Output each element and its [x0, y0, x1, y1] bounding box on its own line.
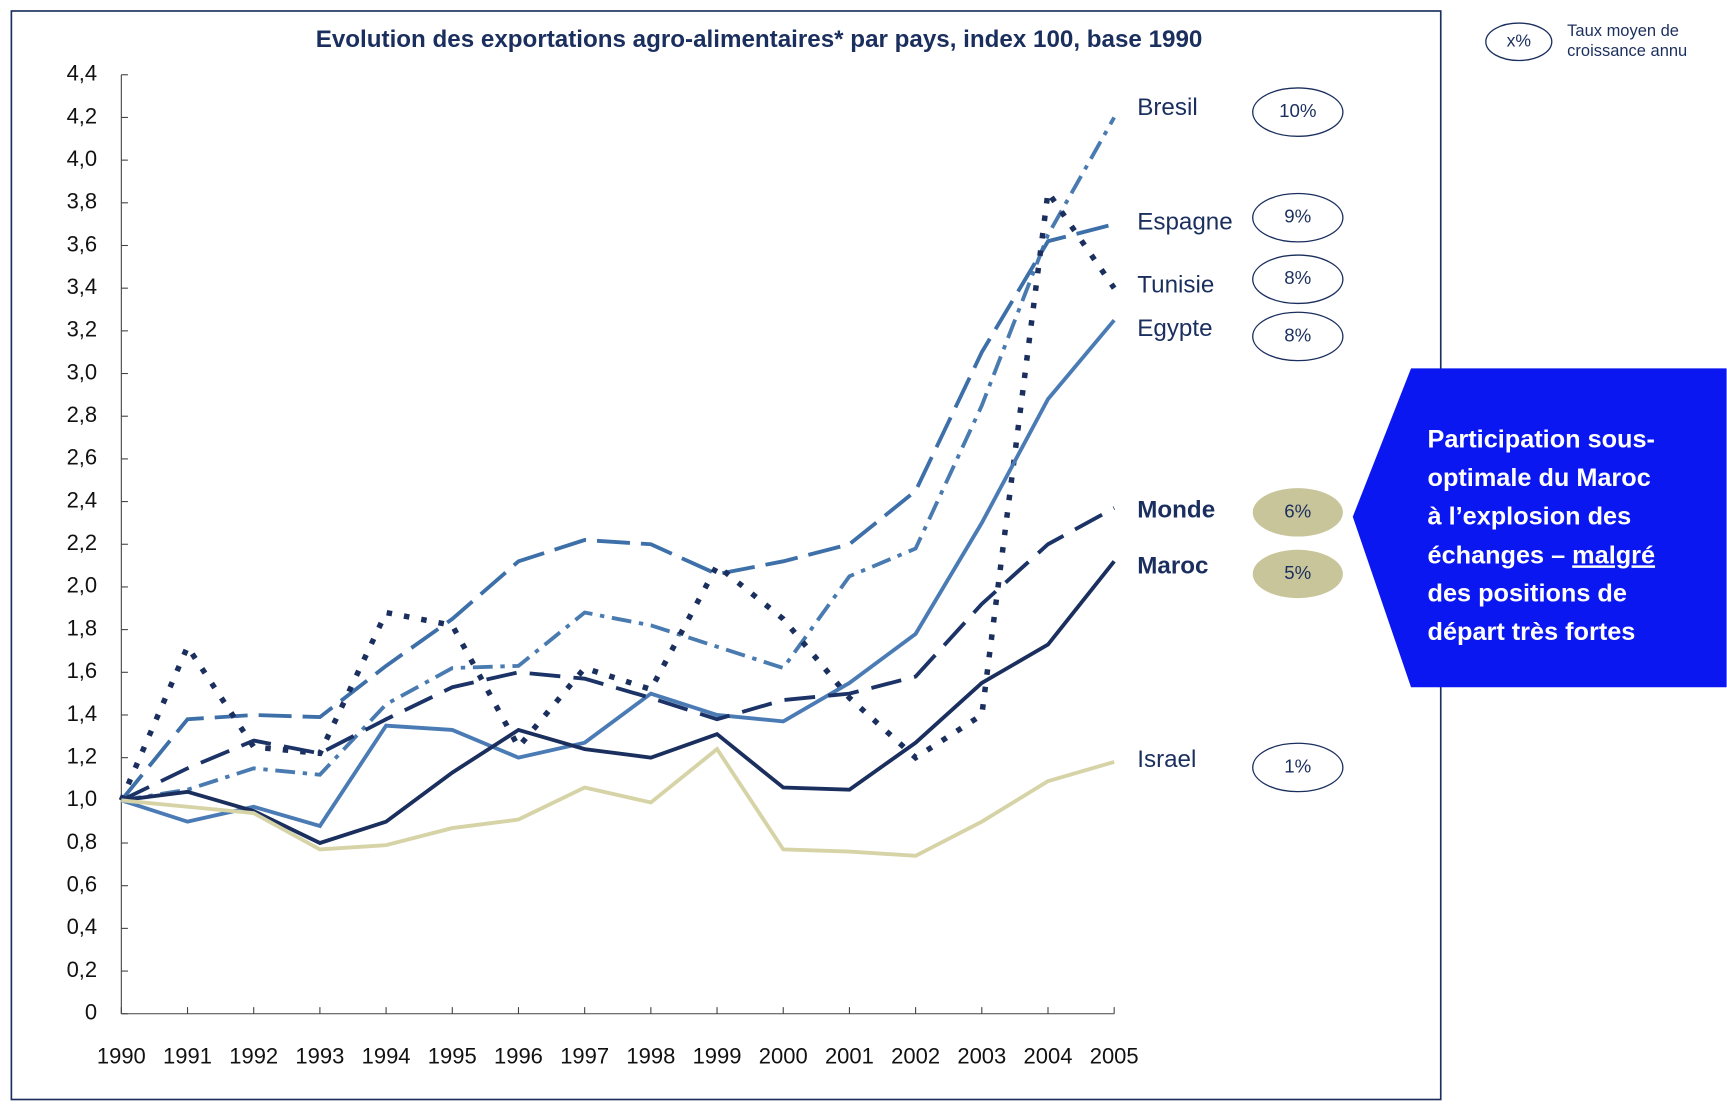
y-tick-label: 0 — [85, 1000, 97, 1025]
series-line — [121, 116, 1116, 803]
callout-text: Participation sous- — [1428, 426, 1655, 454]
y-tick-label: 0,8 — [67, 829, 98, 854]
series-line — [119, 222, 1115, 802]
x-tick-label: 2003 — [957, 1044, 1006, 1069]
y-tick-label: 1,6 — [67, 658, 98, 683]
callout-box — [1352, 368, 1727, 688]
y-tick-label: 2,0 — [67, 573, 98, 598]
y-tick-label: 2,2 — [67, 530, 98, 555]
y-tick-label: 3,8 — [67, 189, 98, 214]
y-tick-label: 4,0 — [67, 146, 98, 171]
x-tick-label: 2000 — [759, 1044, 808, 1069]
y-tick-label: 1,4 — [67, 701, 98, 726]
growth-label: 9% — [1284, 206, 1311, 227]
x-tick-label: 2004 — [1024, 1044, 1073, 1069]
y-tick-label: 3,2 — [67, 317, 98, 342]
y-tick-label: 3,0 — [67, 359, 98, 384]
growth-label: 8% — [1284, 267, 1311, 288]
series-line — [121, 560, 1116, 846]
x-tick-label: 1995 — [428, 1044, 477, 1069]
series-label: Israel — [1137, 746, 1196, 773]
x-tick-label: 1994 — [362, 1044, 411, 1069]
growth-label: 5% — [1284, 562, 1311, 583]
growth-badge — [1252, 87, 1344, 137]
growth-label: 1% — [1284, 755, 1311, 776]
x-tick-label: 1997 — [560, 1044, 609, 1069]
growth-label: 8% — [1284, 324, 1311, 345]
x-tick-label: 1998 — [626, 1044, 675, 1069]
callout-text-part: échanges – — [1428, 541, 1573, 569]
x-tick-label: 2005 — [1090, 1044, 1139, 1069]
x-tick-label: 1991 — [163, 1044, 212, 1069]
growth-badge — [1252, 742, 1344, 793]
legend-text: Taux moyen de — [1567, 22, 1679, 40]
series-label: Maroc — [1137, 553, 1208, 580]
y-tick-label: 3,4 — [67, 274, 98, 299]
growth-badge — [1252, 254, 1344, 305]
legend-symbol-label: x% — [1507, 30, 1531, 50]
x-tick-label: 1990 — [97, 1044, 146, 1069]
x-tick-label: 1993 — [295, 1044, 344, 1069]
series-label: Egypte — [1137, 315, 1212, 342]
callout-text: optimale du Maroc — [1428, 464, 1651, 492]
growth-label: 6% — [1284, 500, 1311, 521]
series-line — [118, 184, 1117, 802]
x-tick-label: 1996 — [494, 1044, 543, 1069]
y-tick-label: 2,4 — [67, 487, 98, 512]
x-tick-label: 1999 — [693, 1044, 742, 1069]
growth-badge — [1252, 192, 1344, 243]
growth-badge — [1252, 488, 1343, 537]
y-tick-label: 0,6 — [67, 872, 98, 897]
y-tick-label: 1,2 — [67, 743, 98, 768]
y-tick-label: 4,4 — [67, 61, 98, 86]
series-line — [121, 746, 1115, 858]
y-tick-label: 1,0 — [67, 786, 98, 811]
callout-text: départ très fortes — [1428, 618, 1636, 646]
series-label: Bresil — [1137, 94, 1197, 121]
growth-badge — [1252, 549, 1343, 599]
series-label: Espagne — [1137, 209, 1232, 236]
series-line — [120, 506, 1116, 803]
x-tick-label: 2001 — [825, 1044, 874, 1069]
legend-text: croissance annu — [1567, 42, 1687, 60]
series-line — [120, 318, 1116, 829]
callout-text: des positions de — [1428, 580, 1627, 608]
y-tick-label: 2,8 — [67, 402, 98, 427]
growth-badge — [1252, 311, 1344, 362]
y-tick-label: 1,8 — [67, 615, 98, 640]
callout-text: échanges – malgré — [1428, 541, 1656, 569]
chart-frame — [10, 10, 1442, 1101]
series-label: Monde — [1137, 497, 1215, 524]
x-tick-label: 2002 — [891, 1044, 940, 1069]
callout-text: à l’explosion des — [1428, 503, 1632, 531]
y-tick-label: 0,2 — [67, 957, 98, 982]
y-tick-label: 4,2 — [67, 103, 98, 128]
legend-symbol — [1485, 22, 1553, 62]
growth-label: 10% — [1279, 100, 1316, 121]
callout-text-part: malgré — [1572, 541, 1655, 569]
chart-title: Evolution des exportations agro-alimenta… — [316, 26, 1203, 53]
y-tick-label: 3,6 — [67, 231, 98, 256]
series-label: Tunisie — [1137, 271, 1214, 298]
y-tick-label: 2,6 — [67, 445, 98, 470]
x-tick-label: 1992 — [229, 1044, 278, 1069]
y-tick-label: 0,4 — [67, 914, 98, 939]
